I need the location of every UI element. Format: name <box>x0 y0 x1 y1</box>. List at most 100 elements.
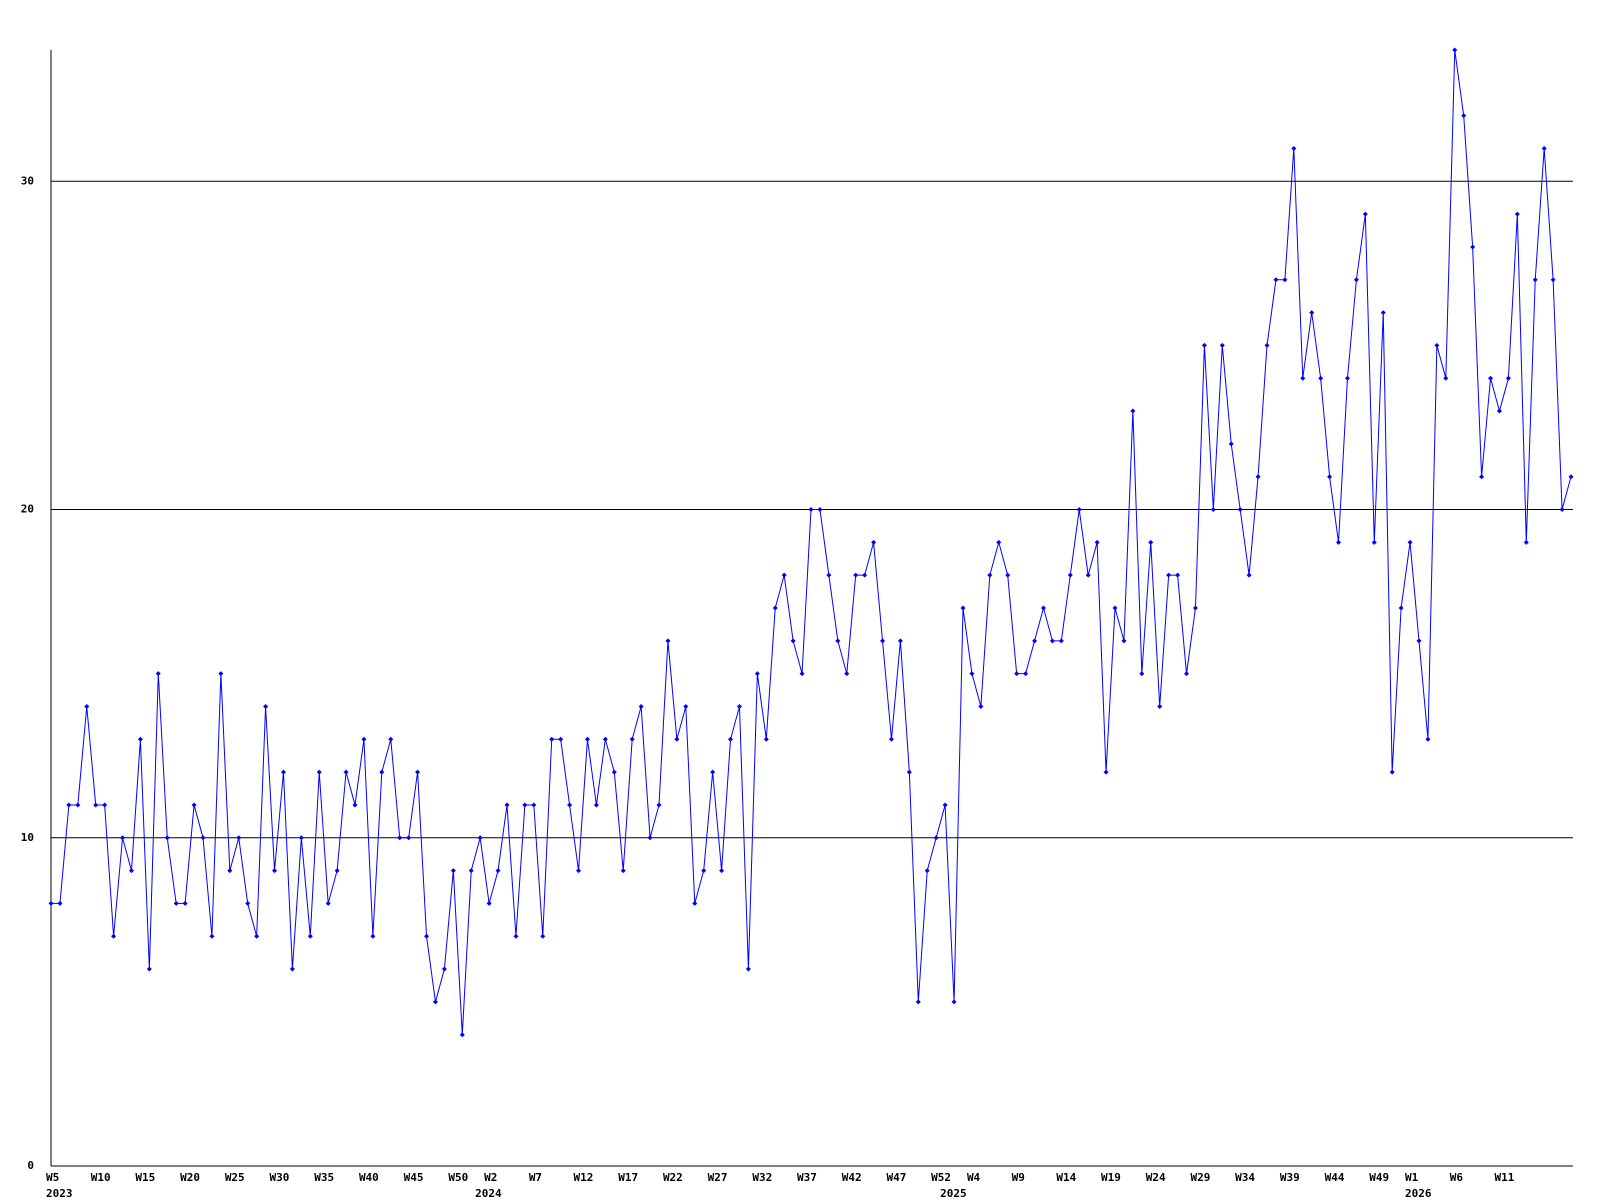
point-marker <box>1040 605 1046 611</box>
point-marker <box>960 605 966 611</box>
point-marker <box>1505 375 1511 381</box>
point-marker <box>1380 310 1386 316</box>
point-marker <box>254 933 260 939</box>
point-marker <box>996 539 1002 545</box>
point-marker <box>325 900 331 906</box>
point-marker <box>880 638 886 644</box>
point-marker <box>379 769 385 775</box>
x-tick-label: W6 <box>1450 1171 1464 1184</box>
y-tick-label: 20 <box>21 503 34 516</box>
point-marker <box>1496 408 1502 414</box>
point-marker <box>683 703 689 709</box>
x-tick-label: W1 <box>1405 1171 1419 1184</box>
x-year-label: 2024 <box>475 1187 502 1200</box>
point-marker <box>611 769 617 775</box>
point-marker <box>1479 474 1485 480</box>
point-marker <box>513 933 519 939</box>
point-marker <box>817 507 823 513</box>
point-marker <box>1353 277 1359 283</box>
point-marker <box>1058 638 1064 644</box>
x-tick-label: W30 <box>270 1171 290 1184</box>
y-tick-label: 0 <box>27 1159 34 1172</box>
point-marker <box>218 671 224 677</box>
point-marker <box>656 802 662 808</box>
point-marker <box>924 868 930 874</box>
x-year-label: 2025 <box>940 1187 967 1200</box>
series-line <box>51 49 1572 1035</box>
point-marker <box>736 703 742 709</box>
point-marker <box>146 966 152 972</box>
x-year-label: 2026 <box>1405 1187 1432 1200</box>
point-marker <box>450 868 456 874</box>
point-marker <box>1139 671 1145 677</box>
point-marker <box>477 835 483 841</box>
point-marker <box>468 868 474 874</box>
point-marker <box>191 802 197 808</box>
point-marker <box>1488 375 1494 381</box>
point-marker <box>495 868 501 874</box>
point-marker <box>1541 145 1547 151</box>
point-marker <box>57 900 63 906</box>
x-tick-label: W35 <box>314 1171 334 1184</box>
x-tick-label: W24 <box>1146 1171 1166 1184</box>
point-marker <box>665 638 671 644</box>
point-marker <box>897 638 903 644</box>
point-marker <box>1425 736 1431 742</box>
point-marker <box>933 835 939 841</box>
point-marker <box>531 802 537 808</box>
point-marker <box>298 835 304 841</box>
point-marker <box>504 802 510 808</box>
point-marker <box>701 868 707 874</box>
point-marker <box>164 835 170 841</box>
point-marker <box>871 539 877 545</box>
point-marker <box>102 802 108 808</box>
point-marker <box>432 999 438 1005</box>
point-marker <box>1443 375 1449 381</box>
x-tick-label: W25 <box>225 1171 245 1184</box>
point-marker <box>441 966 447 972</box>
point-marker <box>209 933 215 939</box>
x-tick-label: W29 <box>1190 1171 1210 1184</box>
point-marker <box>245 900 251 906</box>
point-marker <box>1434 342 1440 348</box>
x-tick-label: W2 <box>484 1171 497 1184</box>
point-marker <box>1219 342 1225 348</box>
point-marker <box>486 900 492 906</box>
x-tick-label: W49 <box>1369 1171 1389 1184</box>
point-marker <box>522 802 528 808</box>
point-marker <box>567 802 573 808</box>
point-marker <box>343 769 349 775</box>
point-marker <box>200 835 206 841</box>
point-marker <box>280 769 286 775</box>
point-marker <box>719 868 725 874</box>
point-marker <box>352 802 358 808</box>
point-marker <box>942 802 948 808</box>
point-marker <box>1103 769 1109 775</box>
x-tick-label: W39 <box>1280 1171 1300 1184</box>
point-marker <box>236 835 242 841</box>
point-marker <box>969 671 975 677</box>
point-marker <box>1327 474 1333 480</box>
point-marker <box>674 736 680 742</box>
point-marker <box>263 703 269 709</box>
point-marker <box>1514 211 1520 217</box>
point-marker <box>915 999 921 1005</box>
point-marker <box>84 703 90 709</box>
point-marker <box>853 572 859 578</box>
point-marker <box>1398 605 1404 611</box>
point-marker <box>307 933 313 939</box>
point-marker <box>1416 638 1422 644</box>
point-marker <box>1023 671 1029 677</box>
point-marker <box>93 802 99 808</box>
x-tick-label: W34 <box>1235 1171 1255 1184</box>
point-marker <box>1157 703 1163 709</box>
point-marker <box>629 736 635 742</box>
point-marker <box>361 736 367 742</box>
x-tick-label: W47 <box>886 1171 906 1184</box>
point-marker <box>1005 572 1011 578</box>
point-marker <box>155 671 161 677</box>
point-marker <box>835 638 841 644</box>
point-marker <box>1470 244 1476 250</box>
point-marker <box>602 736 608 742</box>
point-marker <box>182 900 188 906</box>
